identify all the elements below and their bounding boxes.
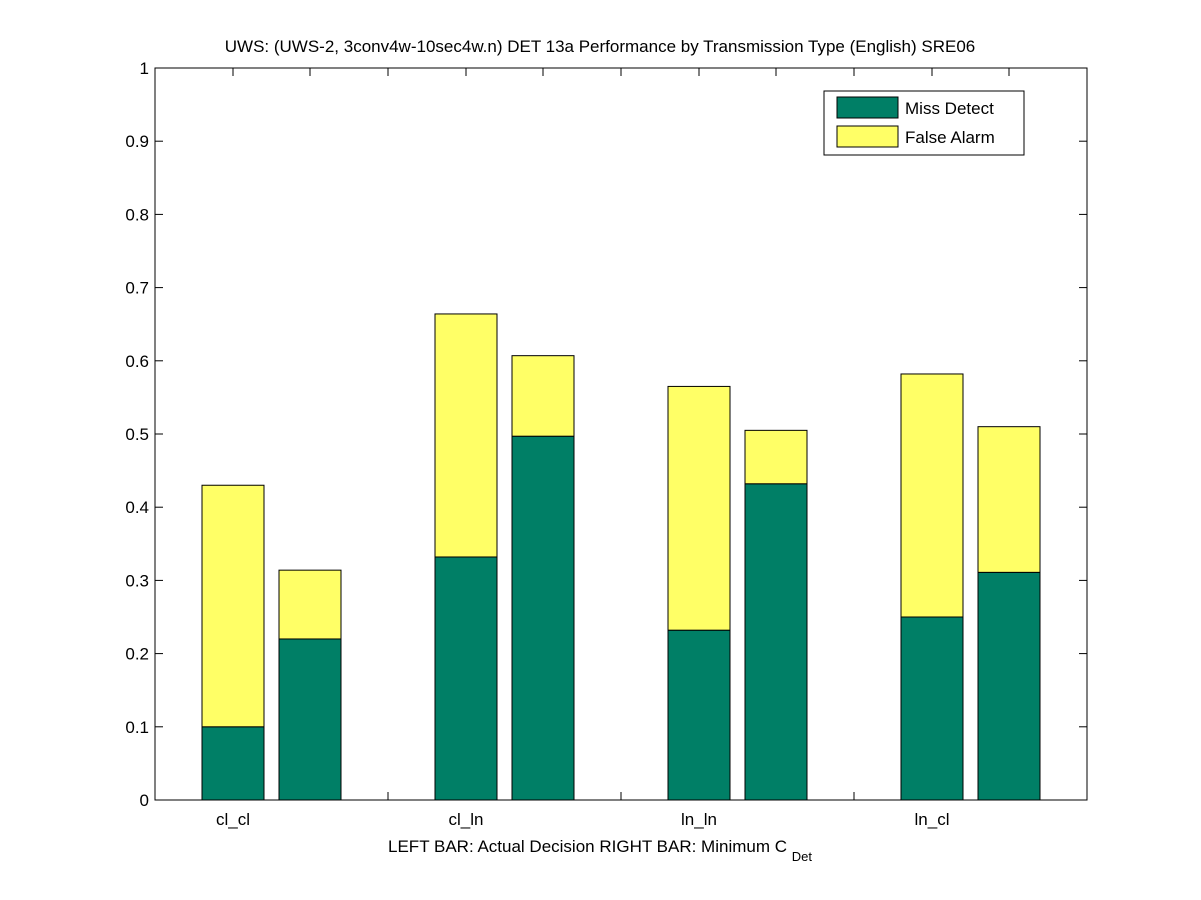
legend-swatch-miss-detect (836, 96, 899, 119)
legend-swatch-false-alarm (836, 125, 899, 148)
bar-cl_ln-actual-false-alarm (434, 313, 498, 558)
y-tick-label: 0.4 (125, 498, 149, 517)
y-tick-label: 0.2 (125, 645, 149, 664)
x-tick-labels: cl_cl cl_ln ln_ln ln_cl (216, 810, 949, 829)
bar-cl_ln-minimum-miss-detect (511, 435, 575, 801)
x-label-right: RIGHT BAR: Minimum C (599, 837, 787, 856)
y-tick-label: 0.6 (125, 352, 149, 371)
x-tick-label-ln_cl: ln_cl (915, 810, 950, 829)
x-tick-label-cl_ln: cl_ln (449, 810, 484, 829)
y-tick-label: 0.7 (125, 279, 149, 298)
bar-ln_ln-actual-miss-detect (667, 629, 731, 801)
bar-cl_cl-minimum-miss-detect (278, 638, 342, 801)
bar-cl_cl-actual-false-alarm (201, 484, 265, 728)
bar-ln_ln-minimum-miss-detect (744, 483, 808, 801)
bar-cl_cl-actual-miss-detect (201, 726, 265, 801)
x-axis-label: LEFT BAR: Actual Decision RIGHT BAR: Min… (388, 837, 812, 864)
bar-ln_cl-minimum-false-alarm (977, 426, 1041, 573)
y-tick-label: 0.9 (125, 132, 149, 151)
y-tick-label: 1 (140, 59, 149, 78)
x-label-left: LEFT BAR: Actual Decision (388, 837, 595, 856)
y-tick-label: 0.5 (125, 425, 149, 444)
bar-ln_cl-minimum-miss-detect (977, 571, 1041, 801)
y-tick-label: 0.1 (125, 718, 149, 737)
bar-cl_cl-minimum-false-alarm (278, 569, 342, 640)
legend: Miss Detect False Alarm (823, 90, 1025, 156)
x-tick-label-ln_ln: ln_ln (681, 810, 717, 829)
bars-layer (201, 313, 1041, 801)
y-tick-labels: 0 0.1 0.2 0.3 0.4 0.5 0.6 0.7 0.8 0.9 1 (125, 59, 149, 810)
x-tick-label-cl_cl: cl_cl (216, 810, 250, 829)
y-tick-label: 0 (140, 791, 149, 810)
legend-label-false-alarm: False Alarm (905, 128, 995, 147)
x-label-right-subscript: Det (792, 849, 813, 864)
bar-ln_ln-minimum-false-alarm (744, 429, 808, 485)
y-tick-label: 0.8 (125, 205, 149, 224)
bar-ln_cl-actual-false-alarm (900, 373, 964, 618)
bar-cl_ln-minimum-false-alarm (511, 355, 575, 437)
y-tick-label: 0.3 (125, 571, 149, 590)
legend-label-miss-detect: Miss Detect (905, 99, 994, 118)
bar-cl_ln-actual-miss-detect (434, 556, 498, 801)
chart-title: UWS: (UWS-2, 3conv4w-10sec4w.n) DET 13a … (225, 37, 976, 56)
ticks-layer (155, 67, 1087, 801)
bar-ln_ln-actual-false-alarm (667, 385, 731, 631)
bar-ln_cl-actual-miss-detect (900, 616, 964, 801)
